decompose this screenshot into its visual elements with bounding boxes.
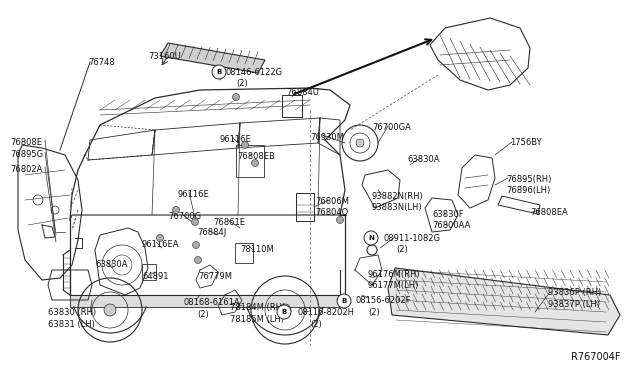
Text: 76896(LH): 76896(LH) [506,186,550,195]
Circle shape [369,234,376,241]
Text: 63830F: 63830F [432,210,463,219]
Text: 08116-8202H: 08116-8202H [298,308,355,317]
Text: 96116EA: 96116EA [142,240,179,249]
Text: (2): (2) [197,310,209,319]
Text: 93836P (RH): 93836P (RH) [548,288,601,297]
Text: B: B [341,298,347,304]
Circle shape [337,217,344,224]
Text: 63831 (LH): 63831 (LH) [48,320,95,329]
Text: 96116E: 96116E [178,190,210,199]
Text: B: B [282,309,287,315]
Circle shape [277,305,291,319]
Polygon shape [388,268,620,335]
Text: 93837P (LH): 93837P (LH) [548,300,600,309]
Text: 76808EA: 76808EA [530,208,568,217]
Circle shape [279,304,291,316]
Text: 76884J: 76884J [197,228,227,237]
Text: 76806M: 76806M [315,197,349,206]
Bar [296,193,314,221]
Circle shape [241,141,248,148]
Text: 63830 (RH): 63830 (RH) [48,308,96,317]
Text: (2): (2) [368,308,380,317]
Text: 08911-1082G: 08911-1082G [383,234,440,243]
Circle shape [157,234,163,241]
Circle shape [104,304,116,316]
Circle shape [193,241,200,248]
Text: N: N [368,235,374,241]
Text: B: B [216,69,221,75]
Text: 78110M: 78110M [240,245,274,254]
Text: 76895G: 76895G [10,150,43,159]
Text: 63830A: 63830A [95,260,127,269]
Bar [282,95,302,117]
Text: 76895(RH): 76895(RH) [506,175,552,184]
Bar [235,243,253,263]
Text: 76808E: 76808E [10,138,42,147]
Circle shape [232,93,239,100]
Text: 76700G: 76700G [168,212,201,221]
Bar [142,264,156,280]
Text: 76808EB: 76808EB [237,152,275,161]
Text: 96116E: 96116E [220,135,252,144]
Bar [236,145,264,177]
Text: 96176M(RH): 96176M(RH) [368,270,420,279]
Text: 76804Q: 76804Q [315,208,348,217]
Text: 76861E: 76861E [213,218,245,227]
Text: (2): (2) [236,79,248,88]
Text: R767004F: R767004F [571,352,621,362]
Text: 64891: 64891 [142,272,168,281]
Text: 93882N(RH): 93882N(RH) [372,192,424,201]
Text: 76700GA: 76700GA [372,123,411,132]
Circle shape [212,65,226,79]
Text: (2): (2) [310,320,322,329]
Circle shape [356,139,364,147]
Text: 76800AA: 76800AA [432,221,470,230]
Circle shape [195,257,202,263]
Circle shape [337,294,351,308]
Text: 96177M(LH): 96177M(LH) [368,281,419,290]
Text: 08168-6161A: 08168-6161A [184,298,241,307]
Text: 76930M: 76930M [310,133,344,142]
Text: 76884U: 76884U [286,88,319,97]
Text: 1756BY: 1756BY [510,138,541,147]
Text: 63830A: 63830A [407,155,440,164]
Text: 76802A: 76802A [10,165,42,174]
Circle shape [191,218,198,225]
Text: 93883N(LH): 93883N(LH) [372,203,422,212]
Text: 76779M: 76779M [198,272,232,281]
Bar [70,295,340,307]
Text: 08156-6202F: 08156-6202F [355,296,410,305]
Text: 08146-6122G: 08146-6122G [225,68,282,77]
Circle shape [252,160,259,167]
Text: (2): (2) [396,245,408,254]
Text: 76748: 76748 [88,58,115,67]
Polygon shape [160,43,265,73]
Text: 73160U: 73160U [148,52,180,61]
Circle shape [364,231,378,245]
Circle shape [173,206,179,214]
Text: 78185M (LH): 78185M (LH) [230,315,284,324]
Text: 78184M (RH): 78184M (RH) [230,303,285,312]
